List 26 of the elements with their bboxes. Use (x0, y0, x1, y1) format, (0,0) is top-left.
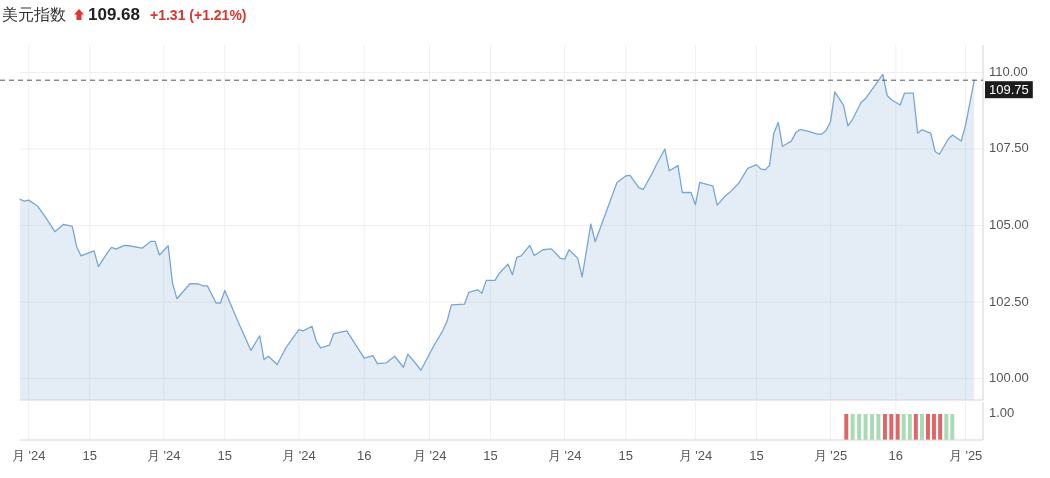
x-tick-label: 15 (217, 448, 233, 463)
ref-line-label: 109.75 (989, 81, 1029, 97)
x-tick-label: 月 '24 (412, 448, 447, 463)
x-tick-label: 15 (483, 448, 498, 463)
y-tick-label: 110.00 (989, 63, 1028, 79)
x-tick-label: 15 (82, 448, 97, 463)
text: +1.31 (+1.21%) (150, 7, 247, 23)
text: 109.68 (88, 5, 140, 24)
x-tick-label: 月 '24 (147, 448, 181, 463)
text: 1.00 (989, 405, 1015, 421)
ref-label: 109.75 (985, 81, 1033, 99)
x-tick-label: 15 (618, 448, 633, 463)
x-tick-label: 月 '24 (282, 448, 316, 463)
x-tick-label: 月 '24 (678, 448, 713, 463)
x-tick-label: 16 (357, 448, 372, 463)
x-tick-label: 15 (749, 448, 764, 463)
y-tick-label: 100.00 (989, 370, 1029, 386)
y-tick-label: 102.50 (989, 293, 1029, 309)
x-tick-label: 月 '25 (948, 448, 983, 463)
x-tick-label: 月 '24 (547, 448, 582, 463)
x-tick-label: 月 '25 (813, 448, 848, 463)
x-tick-label: 月 '24 (11, 448, 46, 463)
chart-title: 美元指数 (2, 6, 66, 23)
x-tick-label: 16 (888, 448, 904, 463)
y-tick-label: 107.50 (989, 140, 1029, 156)
y-tick-label: 105.00 (989, 217, 1029, 232)
